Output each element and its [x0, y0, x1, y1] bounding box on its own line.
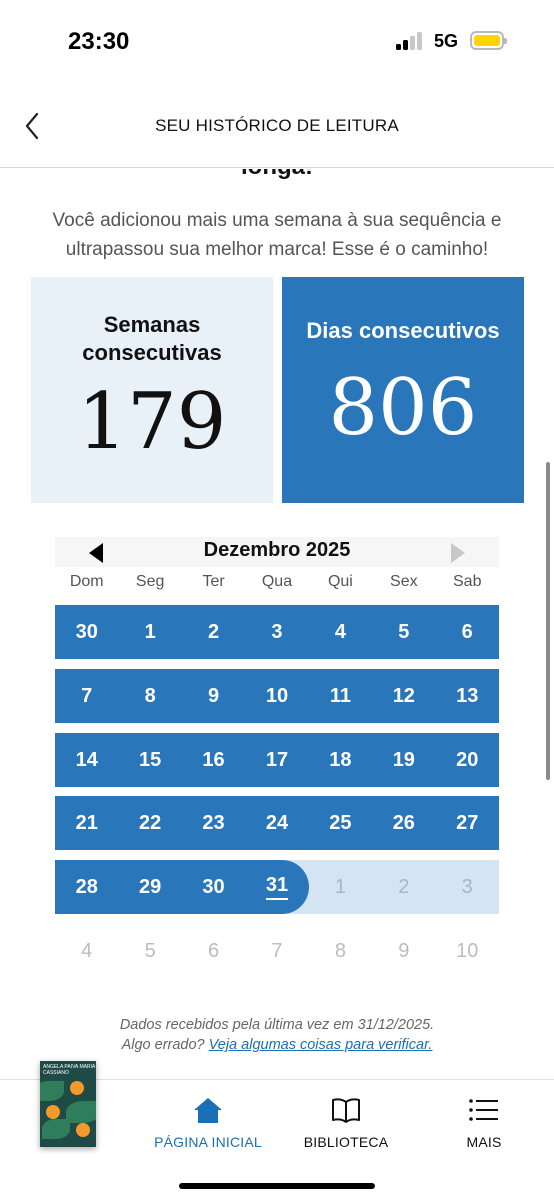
streak-message: Você adicionou mais uma semana à sua seq… [52, 210, 502, 260]
calendar-day[interactable]: 1 [118, 605, 182, 659]
footnote-prefix: Algo errado? [121, 1037, 205, 1053]
calendar-day[interactable]: 30 [181, 860, 246, 914]
calendar-week: 30 1 2 3 4 5 6 [55, 605, 499, 659]
calendar-day[interactable]: 4 [308, 605, 373, 659]
footnote-line: Dados recebidos pela última vez em 31/12… [119, 1017, 435, 1033]
calendar-day[interactable]: 24 [245, 796, 309, 850]
back-button[interactable] [16, 110, 48, 142]
page-title: SEU HISTÓRICO DE LEITURA [155, 116, 399, 135]
calendar-day[interactable]: 25 [308, 796, 373, 850]
calendar-header: Dezembro 2025 [55, 537, 499, 567]
calendar-day[interactable]: 10 [245, 669, 309, 723]
main-content[interactable]: longa! Você adicionou mais uma semana à … [0, 169, 554, 1079]
calendar-day-next-month: 10 [456, 939, 479, 962]
calendar-week: 14 15 16 17 18 19 20 [55, 733, 499, 787]
calendar-day[interactable]: 29 [118, 860, 182, 914]
calendar-day[interactable]: 11 [308, 669, 373, 723]
weekday-label: Dom [69, 573, 104, 590]
signal-icon [396, 32, 426, 50]
calendar-day[interactable]: 13 [435, 669, 499, 723]
calendar-day-next-month: 9 [398, 939, 410, 962]
tab-library[interactable]: BIBLIOTECA [276, 1094, 416, 1150]
book-cover-title: ANGELA PAIVA MARIA CASSIANO [43, 1064, 96, 1076]
scrollbar[interactable] [546, 462, 550, 780]
home-indicator[interactable] [179, 1183, 375, 1189]
calendar-day-future: 1 [308, 860, 373, 914]
days-streak-card: Dias consecutivos 806 [282, 277, 524, 503]
tab-home[interactable]: PÁGINA INICIAL [138, 1094, 278, 1150]
calendar-week: 4 5 6 7 8 9 10 [55, 924, 499, 978]
calendar-day[interactable]: 18 [308, 733, 373, 787]
calendar-week: 21 22 23 24 25 26 27 [55, 796, 499, 850]
streak-heading: longa! [0, 169, 554, 181]
home-icon [194, 1098, 222, 1123]
calendar-day[interactable]: 5 [372, 605, 436, 659]
battery-icon [470, 31, 507, 50]
calendar-day-future: 2 [372, 860, 436, 914]
calendar-day[interactable]: 8 [118, 669, 182, 723]
menu-icon [469, 1099, 498, 1121]
status-bar: 23:30 5G [0, 0, 554, 80]
calendar-month: Dezembro 2025 [203, 539, 351, 561]
weekday-label: Sab [453, 573, 482, 590]
calendar-day-next-month: 8 [334, 939, 346, 962]
bottom-tab-bar: ANGELA PAIVA MARIA CASSIANO PÁGINA INICI… [0, 1061, 554, 1200]
days-streak-label: Dias consecutivos [306, 318, 500, 343]
calendar-day-next-month: 7 [271, 939, 283, 962]
page-header: SEU HISTÓRICO DE LEITURA [0, 100, 554, 168]
tab-more[interactable]: MAIS [414, 1094, 554, 1150]
calendar-week: 28 29 30 31 1 2 3 [55, 860, 499, 914]
calendar-day[interactable]: 26 [372, 796, 436, 850]
calendar-day[interactable]: 17 [245, 733, 309, 787]
calendar-day[interactable]: 20 [435, 733, 499, 787]
calendar-day[interactable]: 15 [118, 733, 182, 787]
calendar-day[interactable]: 19 [372, 733, 436, 787]
tab-more-label: MAIS [466, 1134, 502, 1150]
calendar-day[interactable]: 21 [55, 796, 119, 850]
weeks-streak-card: Semanas consecutivas 179 [31, 277, 273, 503]
weeks-streak-label: Semanas consecutivas [82, 312, 222, 365]
troubleshoot-link[interactable]: Veja algumas coisas para verificar. [208, 1037, 433, 1053]
calendar-day[interactable]: 14 [55, 733, 119, 787]
calendar-day[interactable]: 22 [118, 796, 182, 850]
next-month-button[interactable] [451, 543, 465, 563]
weekday-label: Seg [135, 573, 165, 590]
calendar-day-future: 3 [435, 860, 499, 914]
footnote-line-2: Algo errado? Veja algumas coisas para ve… [20, 1035, 534, 1055]
calendar-day[interactable]: 27 [435, 796, 499, 850]
weeks-streak-value: 179 [77, 377, 227, 467]
calendar-day[interactable]: 9 [181, 669, 246, 723]
calendar-day[interactable]: 23 [181, 796, 246, 850]
days-streak-value: 806 [328, 363, 478, 453]
calendar-day[interactable]: 6 [435, 605, 499, 659]
calendar-day-next-month: 6 [207, 939, 220, 962]
calendar-day[interactable]: 28 [55, 860, 119, 914]
chevron-left-icon [25, 112, 39, 140]
network-label: 5G [434, 31, 459, 51]
calendar-day[interactable]: 2 [181, 605, 246, 659]
tab-library-label: BIBLIOTECA [303, 1134, 389, 1150]
previous-month-button[interactable] [89, 543, 103, 563]
today-label: 31 [265, 874, 289, 900]
calendar-day[interactable]: 30 [55, 605, 119, 659]
calendar-day[interactable]: 16 [181, 733, 246, 787]
calendar-weekdays: Dom Seg Ter Qua Qui Sex Sab [55, 573, 499, 591]
book-icon [332, 1098, 360, 1123]
calendar-week: 7 8 9 10 11 12 13 [55, 669, 499, 723]
calendar-day[interactable]: 3 [245, 605, 309, 659]
weekday-label: Qua [261, 573, 293, 590]
weekday-label: Qui [327, 573, 353, 590]
data-footnote: Dados recebidos pela última vez em 31/12… [20, 1015, 534, 1055]
tab-home-label: PÁGINA INICIAL [154, 1134, 262, 1150]
calendar-day-next-month: 5 [144, 939, 156, 962]
current-book-cover[interactable]: ANGELA PAIVA MARIA CASSIANO [40, 1061, 96, 1147]
calendar-day[interactable]: 7 [55, 669, 119, 723]
weekday-label: Sex [390, 573, 418, 590]
status-time: 23:30 [68, 28, 130, 55]
weekday-label: Ter [202, 573, 225, 590]
calendar-day-today[interactable]: 31 [245, 860, 309, 914]
calendar-day[interactable]: 12 [372, 669, 436, 723]
calendar-day-next-month: 4 [81, 939, 93, 962]
